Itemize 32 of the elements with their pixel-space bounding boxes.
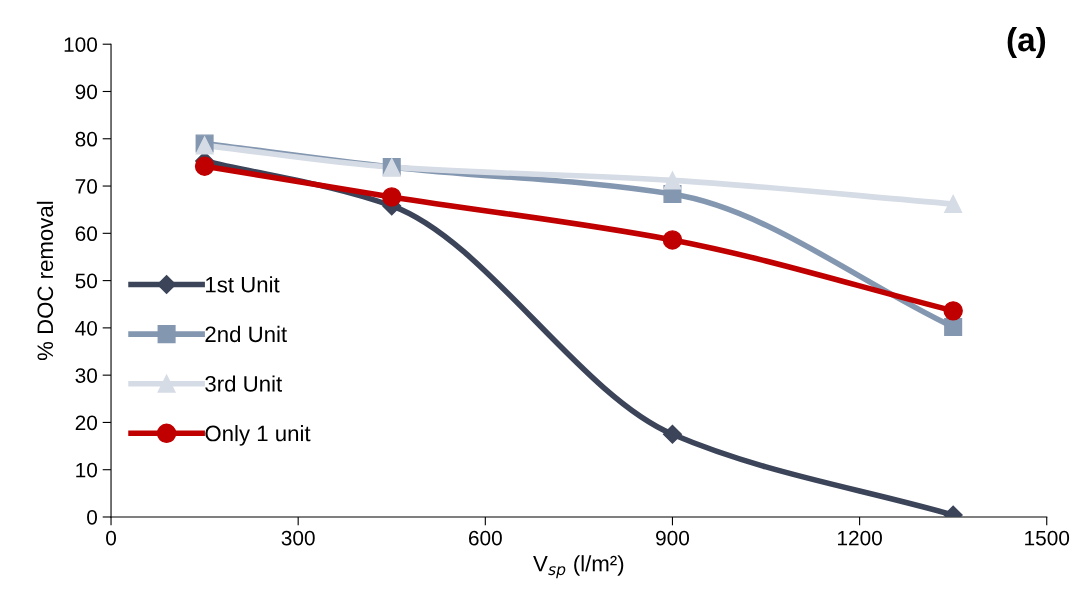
y-tick-label: 70 bbox=[75, 179, 98, 194]
x-tick-label: 0 bbox=[106, 530, 117, 546]
point bbox=[663, 171, 682, 190]
y-tick-label: 100 bbox=[64, 37, 98, 52]
y-tick-label: 40 bbox=[75, 320, 98, 336]
point bbox=[662, 230, 683, 250]
point bbox=[382, 187, 402, 207]
x-tick-label: 900 bbox=[656, 530, 690, 546]
point bbox=[662, 424, 682, 444]
y-tick-label: 60 bbox=[75, 226, 98, 242]
point bbox=[194, 156, 215, 176]
y-tick-label: 30 bbox=[75, 368, 98, 383]
point bbox=[944, 194, 963, 214]
x-tick-label: 1200 bbox=[838, 530, 882, 546]
x-tick-label: 600 bbox=[469, 530, 502, 546]
legend-label: Only 1 unit bbox=[205, 425, 311, 446]
point bbox=[944, 317, 963, 336]
chart-title: (a) bbox=[1007, 27, 1046, 59]
x-tick-label: 300 bbox=[281, 530, 315, 546]
point bbox=[943, 301, 963, 321]
legend-label: 3rd Unit bbox=[205, 375, 283, 392]
y-tick-label: 50 bbox=[75, 273, 98, 289]
x-axis-title: V$_{sp}$ (l/m²) bbox=[533, 555, 624, 579]
y-tick-label: 20 bbox=[75, 415, 98, 431]
y-tick-label: 80 bbox=[75, 131, 98, 147]
x-tick-label: 1500 bbox=[1025, 530, 1070, 546]
y-tick-label: 90 bbox=[75, 84, 98, 100]
legend-label: 2nd Unit bbox=[205, 325, 287, 343]
y-tick-label: 10 bbox=[76, 462, 98, 478]
y-axis-title: % DOC removal bbox=[36, 201, 54, 361]
y-tick-label: 0 bbox=[87, 509, 98, 525]
legend-label: 1st Unit bbox=[206, 276, 280, 293]
